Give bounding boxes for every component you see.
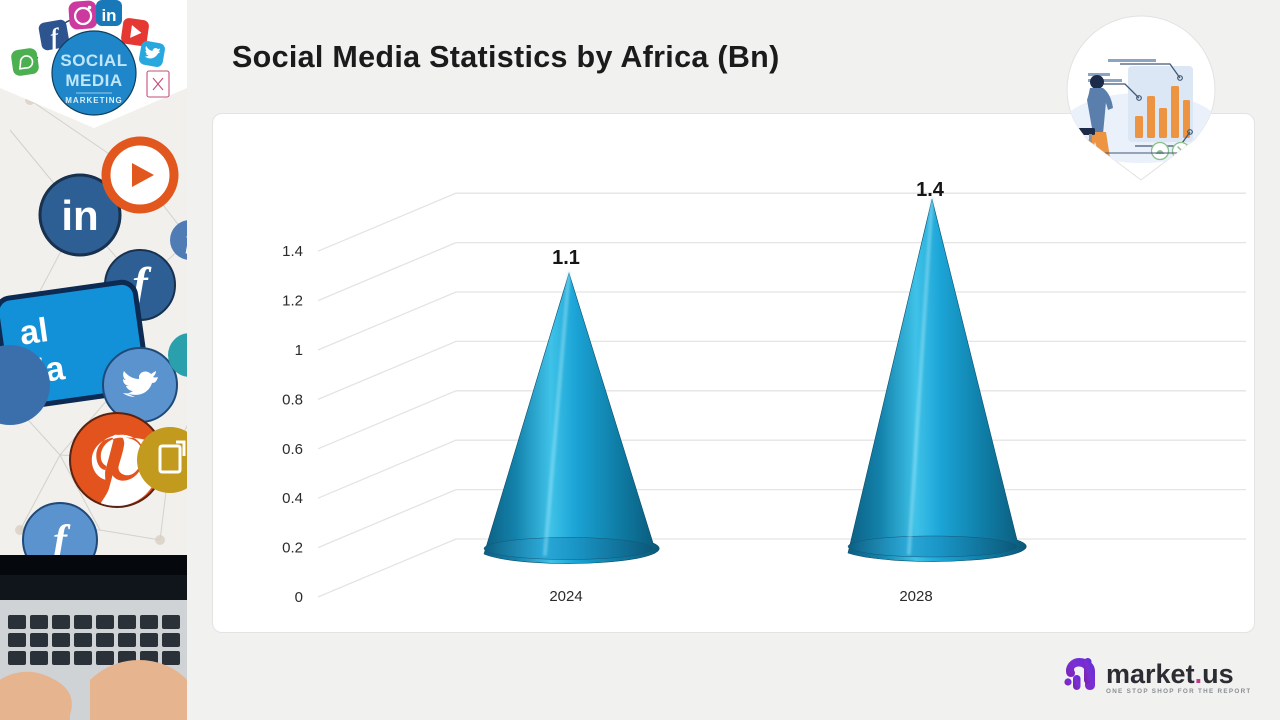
svg-text:ONE STOP SHOP FOR THE REPORTS: ONE STOP SHOP FOR THE REPORTS: [1106, 688, 1250, 695]
svg-text:1.4: 1.4: [282, 243, 303, 260]
svg-text:0.6: 0.6: [282, 441, 303, 458]
svg-text:1.4: 1.4: [916, 179, 945, 201]
svg-text:SOCIAL: SOCIAL: [60, 51, 127, 70]
svg-text:in: in: [101, 6, 116, 25]
svg-text:2028: 2028: [899, 588, 932, 605]
svg-text:MARKETING: MARKETING: [65, 96, 122, 105]
svg-text:in: in: [61, 192, 98, 239]
svg-text:1.2: 1.2: [282, 293, 303, 310]
svg-text:al: al: [17, 311, 50, 353]
svg-text:0.8: 0.8: [282, 391, 303, 408]
svg-text:0.4: 0.4: [282, 490, 303, 507]
svg-text:market.us: market.us: [1106, 659, 1234, 689]
svg-text:0: 0: [295, 589, 303, 606]
svg-text:1: 1: [295, 342, 303, 359]
svg-text:1.1: 1.1: [552, 247, 580, 269]
svg-text:2024: 2024: [549, 588, 582, 605]
svg-text:f: f: [186, 225, 187, 254]
svg-text:0.2: 0.2: [282, 540, 303, 557]
svg-text:MEDIA: MEDIA: [65, 71, 122, 90]
